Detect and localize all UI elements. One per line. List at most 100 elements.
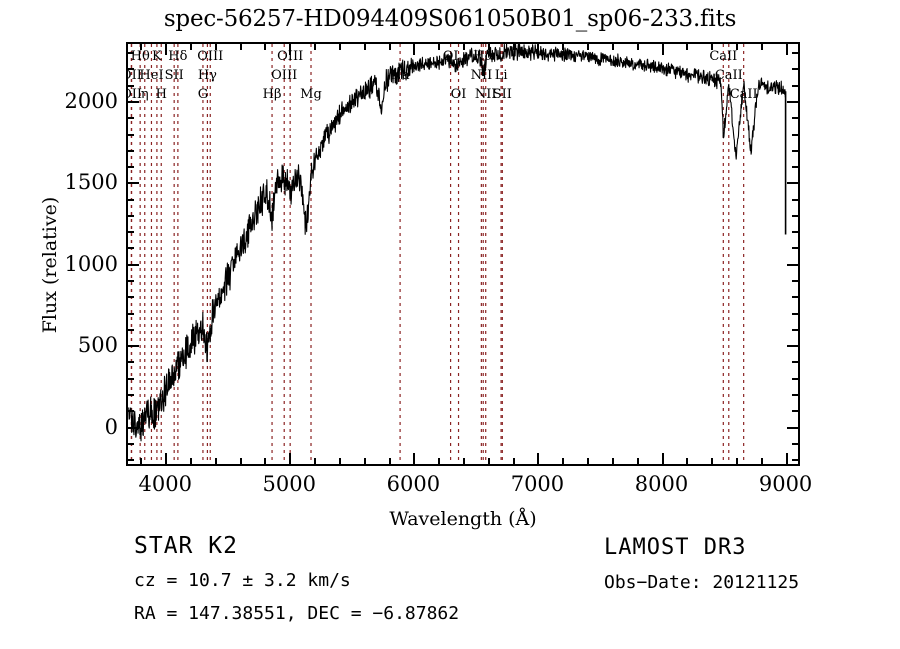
x-tick-7000 [537, 453, 540, 464]
x-tick-top-5400 [338, 44, 341, 50]
y-tick-right--100 [792, 442, 798, 445]
y-tick-500 [128, 345, 139, 348]
x-tick-5800 [388, 458, 391, 464]
y-tick-2300 [128, 52, 134, 55]
y-tick-100 [128, 410, 134, 413]
y-tick-right-800 [792, 296, 798, 299]
x-tick-8400 [711, 458, 714, 464]
y-tick-right-100 [792, 410, 798, 413]
line-label-HeI-3889: HeI [139, 68, 164, 83]
x-tick-label-5000: 5000 [262, 472, 317, 496]
y-tick-1500 [128, 182, 139, 185]
line-label-H-6563: Hα [473, 49, 494, 64]
y-tick-2200 [128, 68, 134, 71]
y-tick-300 [128, 377, 134, 380]
x-tick-top-5000 [289, 44, 292, 55]
x-tick-6600 [487, 458, 490, 464]
x-tick-top-4600 [239, 44, 242, 50]
y-tick-right-2200 [792, 68, 798, 71]
y-tick-2000 [128, 100, 139, 103]
y-tick-right-300 [792, 377, 798, 380]
y-tick-right-1000 [787, 263, 798, 266]
x-tick-label-8000: 8000 [634, 472, 689, 496]
y-tick-2100 [128, 84, 134, 87]
y-tick-right-400 [792, 361, 798, 364]
x-tick-top-4800 [264, 44, 267, 50]
y-tick-right-1900 [792, 117, 798, 120]
x-tick-top-8400 [711, 44, 714, 50]
x-tick-top-6400 [463, 44, 465, 50]
line-label-SII-4072: SII [164, 68, 184, 83]
y-tick-right-1800 [792, 133, 798, 136]
line-label-CaII-8498: CaII [709, 49, 738, 64]
y-tick-right--200 [792, 459, 798, 462]
line-label-OIII-4363: OIII [197, 49, 224, 64]
line-label-G-4304: G [197, 87, 209, 102]
y-tick-1300 [128, 214, 134, 217]
y-tick-400 [128, 361, 134, 364]
line-label-NII-6583: NII [474, 87, 497, 102]
line-label--3835: η [140, 87, 149, 102]
x-tick-8200 [686, 458, 689, 464]
y-tick-right-1700 [792, 149, 798, 152]
x-tick-4800 [264, 458, 267, 464]
y-tick-1100 [128, 247, 134, 250]
survey-label: LAMOST DR3 [604, 535, 747, 560]
line-label-H-4340: Hγ [197, 68, 217, 83]
x-tick-top-6600 [487, 44, 490, 50]
line-label-Li-6707: Li [494, 68, 508, 83]
y-tick-1900 [128, 117, 134, 120]
x-tick-top-7600 [611, 44, 614, 50]
y-tick-right-1500 [787, 182, 798, 185]
y-tick-1700 [128, 149, 134, 152]
line-label-H-4861: Hβ [262, 87, 282, 102]
x-tick-8800 [760, 458, 763, 464]
x-tick-top-4200 [190, 44, 193, 50]
y-tick-1200 [128, 231, 134, 234]
y-tick-right-1400 [792, 198, 798, 201]
y-tick-0 [128, 426, 139, 429]
x-tick-6000 [413, 453, 416, 464]
x-tick-4600 [239, 458, 242, 464]
x-tick-top-8200 [686, 44, 689, 50]
line-label-OIII-4959: OIII [271, 68, 298, 83]
plot-frame: HθOIIOIIKHeIηHSIIHδHγGOIIIHβOIIIOIIIMgNa… [126, 42, 800, 466]
x-tick-top-4000 [165, 44, 168, 55]
x-tick-top-7400 [587, 44, 590, 50]
x-tick-7800 [636, 458, 639, 464]
line-label-OI-6300: OI [442, 49, 459, 64]
y-tick-right-0 [787, 426, 798, 429]
x-tick-7600 [611, 458, 614, 464]
line-label-H-3968: H [155, 87, 167, 102]
y-tick-1000 [128, 263, 139, 266]
x-tick-label-7000: 7000 [510, 472, 565, 496]
y-tick-label-1500: 1500 [64, 170, 118, 195]
y-tick-right-600 [792, 328, 798, 331]
y-tick-600 [128, 328, 134, 331]
radial-velocity-label: cz = 10.7 ± 3.2 km/s [134, 570, 351, 591]
y-tick--100 [128, 442, 134, 445]
x-tick-4000 [165, 453, 168, 464]
line-label-Na-5893: Na [390, 68, 410, 83]
y-tick-right-2100 [792, 84, 798, 87]
line-label-H-4102: Hδ [168, 49, 188, 64]
y-tick-1400 [128, 198, 134, 201]
y-tick-label-500: 500 [77, 333, 118, 358]
x-tick-8600 [735, 458, 738, 464]
x-tick-top-8000 [661, 44, 664, 55]
x-tick-top-6200 [438, 44, 441, 50]
plot-area: HθOIIOIIKHeIηHSIIHδHγGOIIIHβOIIIOIIIMgNa… [128, 44, 798, 464]
y-tick-label-2000: 2000 [64, 88, 118, 113]
y-tick-label-1000: 1000 [64, 251, 118, 276]
x-tick-7200 [562, 458, 565, 464]
y-tick-right-700 [792, 312, 798, 315]
x-tick-9000 [785, 453, 788, 464]
y-tick-right-2300 [792, 52, 798, 55]
x-tick-5200 [314, 458, 317, 464]
x-tick-top-7800 [636, 44, 639, 50]
spectrum-curve [128, 44, 787, 442]
x-tick-top-5600 [363, 44, 366, 50]
x-tick-top-8800 [760, 44, 763, 50]
x-tick-top-9000 [785, 44, 788, 55]
y-tick-1600 [128, 166, 134, 169]
